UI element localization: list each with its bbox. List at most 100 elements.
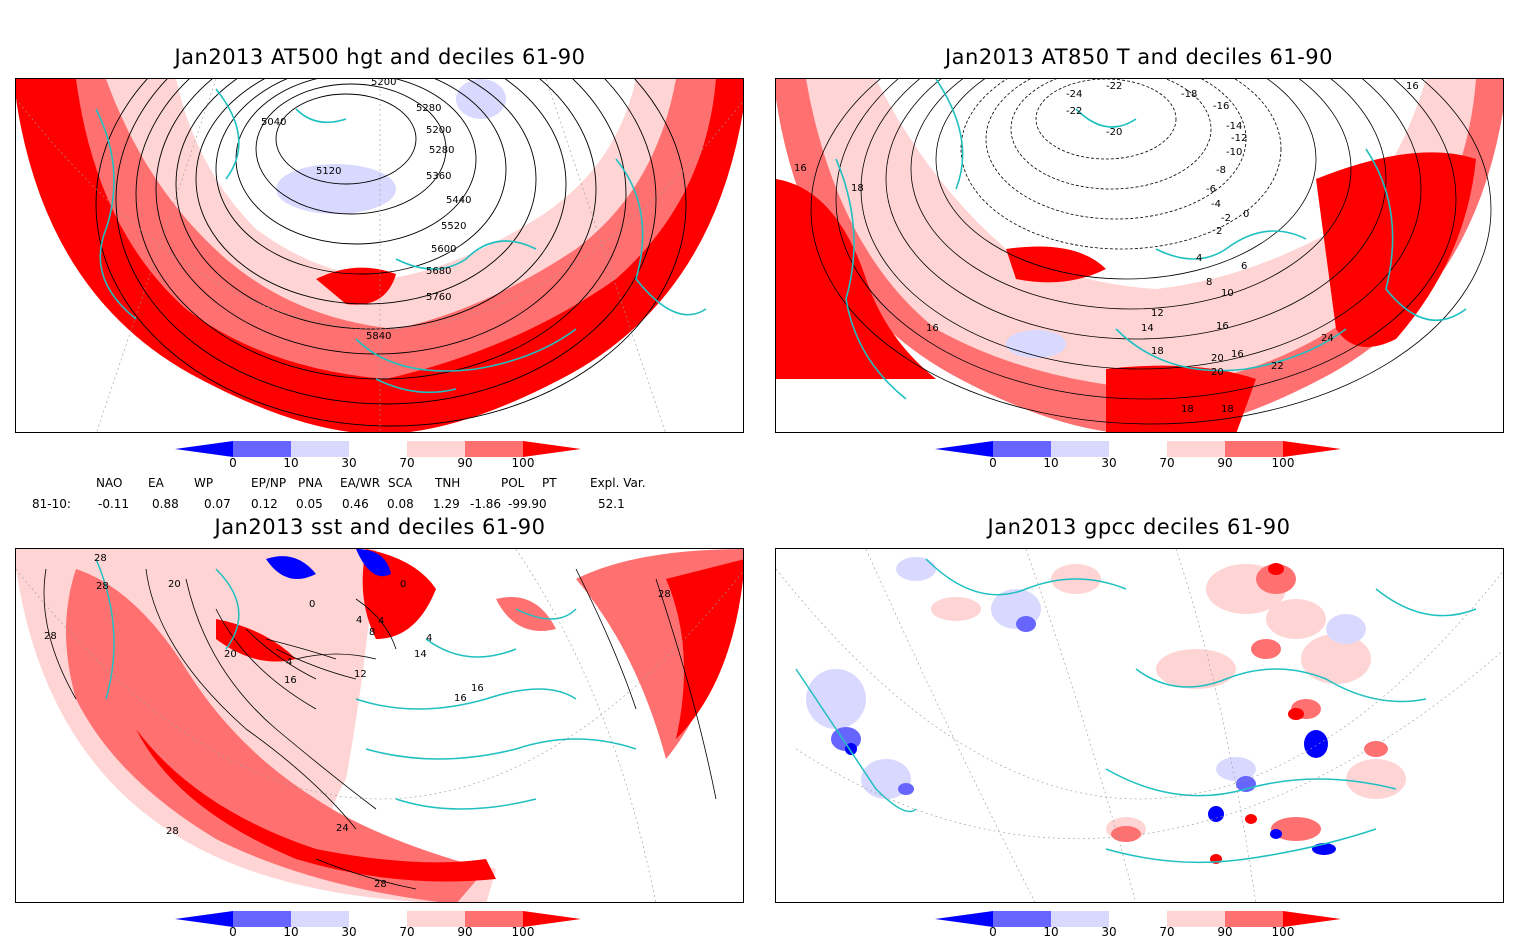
colorbar-tick: 100 <box>511 456 535 470</box>
colorbar-swatches <box>175 441 581 457</box>
decile-90-100-patches <box>1111 564 1388 842</box>
contour-label: 10 <box>1221 288 1234 299</box>
contour-label: 5760 <box>426 292 451 303</box>
contour-label: 5520 <box>441 221 466 232</box>
index-value: 0.08 <box>387 497 414 511</box>
contour-label: 16 <box>471 683 484 694</box>
index-value: 0.05 <box>296 497 323 511</box>
contour-label: 5280 <box>429 145 454 156</box>
index-value: 0.46 <box>342 497 369 511</box>
colorbar-tick: 0 <box>229 456 237 470</box>
contour-label: 5440 <box>446 195 471 206</box>
decile-10-30-patches <box>806 557 1366 799</box>
contour-label: 0 <box>309 599 315 610</box>
contour-label: 8 <box>369 627 375 638</box>
colorbar-tick: 70 <box>1159 456 1175 470</box>
contour-label: 16 <box>454 693 467 704</box>
contour-label: 24 <box>1321 333 1334 344</box>
colorbar-tick: 30 <box>1101 925 1117 939</box>
contour-label: 20 <box>1211 367 1224 378</box>
index-header: PT <box>542 476 557 490</box>
contour-label: 8 <box>1206 277 1212 288</box>
index-value: -0.11 <box>98 497 130 511</box>
contour-label: 5680 <box>426 266 451 277</box>
index-value: 52.1 <box>598 497 625 511</box>
index-header: POL <box>501 476 525 490</box>
index-value: 1.29 <box>433 497 460 511</box>
contour-label: -18 <box>1181 89 1197 100</box>
index-header: EA/WR <box>340 476 381 490</box>
contour-label: -6 <box>1206 184 1216 195</box>
contour-label: 0 <box>1243 209 1249 220</box>
contour-label: 5200 <box>371 79 396 88</box>
contour-label: -2 <box>1221 213 1231 224</box>
contour-label: 4 <box>378 616 384 627</box>
contour-label: 5360 <box>426 171 451 182</box>
index-row-label: 81-10: <box>32 497 71 511</box>
contour-label: 18 <box>1221 404 1234 415</box>
contour-label: 20 <box>168 579 181 590</box>
contour-label: -16 <box>1213 101 1229 112</box>
index-value: -1.86 <box>470 497 502 511</box>
grid-lines <box>16 549 743 902</box>
contour-label: 18 <box>1151 346 1164 357</box>
index-value: 0.88 <box>152 497 179 511</box>
contour-label: 5600 <box>431 244 456 255</box>
colorbar-tick: 100 <box>1271 456 1295 470</box>
colorbar-tick: 10 <box>283 925 299 939</box>
map-at850-canvas: -24 -22 -22 -18 -16 -14 -12 -20 -10 -8 -… <box>776 79 1503 432</box>
colorbar-tick: 90 <box>457 925 473 939</box>
colorbar-tick: 90 <box>457 456 473 470</box>
contour-label: 16 <box>794 163 807 174</box>
contour-label: 16 <box>1231 349 1244 360</box>
contour-label: 5840 <box>366 331 391 342</box>
contour-label: 28 <box>166 826 179 837</box>
contour-label: 16 <box>1406 81 1419 92</box>
contour-labels: 5200 5040 5280 5200 5280 5120 5360 5440 … <box>261 79 471 342</box>
colorbar-tick: 10 <box>1043 925 1059 939</box>
map-at850: -24 -22 -22 -18 -16 -14 -12 -20 -10 -8 -… <box>775 78 1504 433</box>
colorbar-sst: 0 10 30 70 90 100 <box>175 910 585 940</box>
coastlines <box>95 88 707 394</box>
index-value: 0.07 <box>204 497 231 511</box>
panel-title-at500: Jan2013 AT500 hgt and deciles 61-90 <box>174 45 586 69</box>
colorbar-tick: 10 <box>283 456 299 470</box>
index-header: TNH <box>435 476 461 490</box>
colorbar-tick: 30 <box>341 925 357 939</box>
contour-label: -20 <box>1106 127 1122 138</box>
coastlines <box>95 558 637 810</box>
colorbar-tick: 100 <box>511 925 535 939</box>
colorbar-tick: 0 <box>989 456 997 470</box>
index-header: Expl. Var. <box>590 476 646 490</box>
contour-label: 28 <box>658 589 671 600</box>
index-header: EA <box>148 476 164 490</box>
contour-label: 4 <box>356 615 362 626</box>
colorbar-tick: 0 <box>229 925 237 939</box>
contour-labels: -24 -22 -22 -18 -16 -14 -12 -20 -10 -8 -… <box>794 81 1419 415</box>
contour-label: -8 <box>1216 165 1226 176</box>
index-header: SCA <box>388 476 413 490</box>
grid-lines <box>16 79 743 432</box>
contour-label: 18 <box>851 183 864 194</box>
colorbar-tick: 100 <box>1271 925 1295 939</box>
colorbar-tick: 30 <box>1101 456 1117 470</box>
contour-labels: 28 28 20 28 0 0 4 8 4 4 14 20 4 16 12 16… <box>44 553 671 890</box>
colorbar-gpcc: 0 10 30 70 90 100 <box>935 910 1345 940</box>
panel-title-gpcc: Jan2013 gpcc deciles 61-90 <box>987 515 1291 539</box>
contour-label: 20 <box>224 649 237 660</box>
contour-label: 28 <box>374 879 387 890</box>
map-sst-canvas: 28 28 20 28 0 0 4 8 4 4 14 20 4 16 12 16… <box>16 549 743 902</box>
height-contours <box>95 79 687 427</box>
decile-neutral-area <box>176 79 636 279</box>
contour-label: 12 <box>354 669 367 680</box>
contour-label: 12 <box>1151 308 1164 319</box>
index-header: EP/NP <box>251 476 287 490</box>
contour-label: 16 <box>926 323 939 334</box>
colorbar-tick: 30 <box>341 456 357 470</box>
contour-label: 0 <box>400 579 406 590</box>
contour-label: 28 <box>94 553 107 564</box>
colorbar-at850: 0 10 30 70 90 100 <box>935 440 1345 472</box>
colorbar-swatches <box>175 911 581 927</box>
temperature-contours <box>810 79 1492 425</box>
colorbar-tick: 90 <box>1217 456 1233 470</box>
